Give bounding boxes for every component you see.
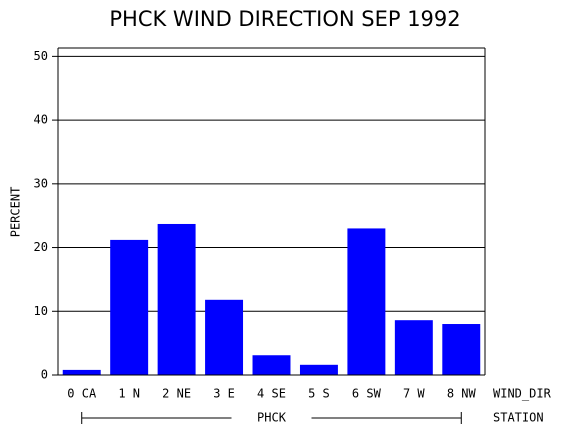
bar <box>347 228 386 375</box>
x-tick-label: 6 SW <box>352 387 382 401</box>
y-tick-label: 0 <box>41 368 48 382</box>
bar <box>205 299 244 375</box>
bar <box>62 369 101 375</box>
chart-title: PHCK WIND DIRECTION SEP 1992 <box>109 7 460 31</box>
y-tick-label: 10 <box>34 304 48 318</box>
x-tick-label: 4 SE <box>257 387 286 401</box>
bar <box>252 355 291 375</box>
x-tick-label: 7 W <box>403 387 425 401</box>
y-tick-label: 30 <box>34 176 48 190</box>
bar <box>157 223 196 375</box>
x-tick-label: 1 N <box>118 387 140 401</box>
bar <box>299 364 338 375</box>
group-label: PHCK <box>257 411 287 425</box>
y-axis-label: PERCENT <box>9 187 23 238</box>
y-tick-label: 40 <box>34 113 48 127</box>
x-axis-label: WIND_DIR <box>493 387 552 401</box>
bar <box>394 320 433 375</box>
group-axis-label: STATION <box>493 411 544 425</box>
y-tick-label: 50 <box>34 49 48 63</box>
x-tick-label: 8 NW <box>447 387 477 401</box>
x-tick-label: 5 S <box>308 387 330 401</box>
bar <box>110 239 149 375</box>
bar <box>442 324 481 375</box>
x-tick-label: 3 E <box>213 387 235 401</box>
x-tick-label: 2 NE <box>162 387 191 401</box>
x-tick-label: 0 CA <box>67 387 97 401</box>
y-tick-label: 20 <box>34 240 48 254</box>
